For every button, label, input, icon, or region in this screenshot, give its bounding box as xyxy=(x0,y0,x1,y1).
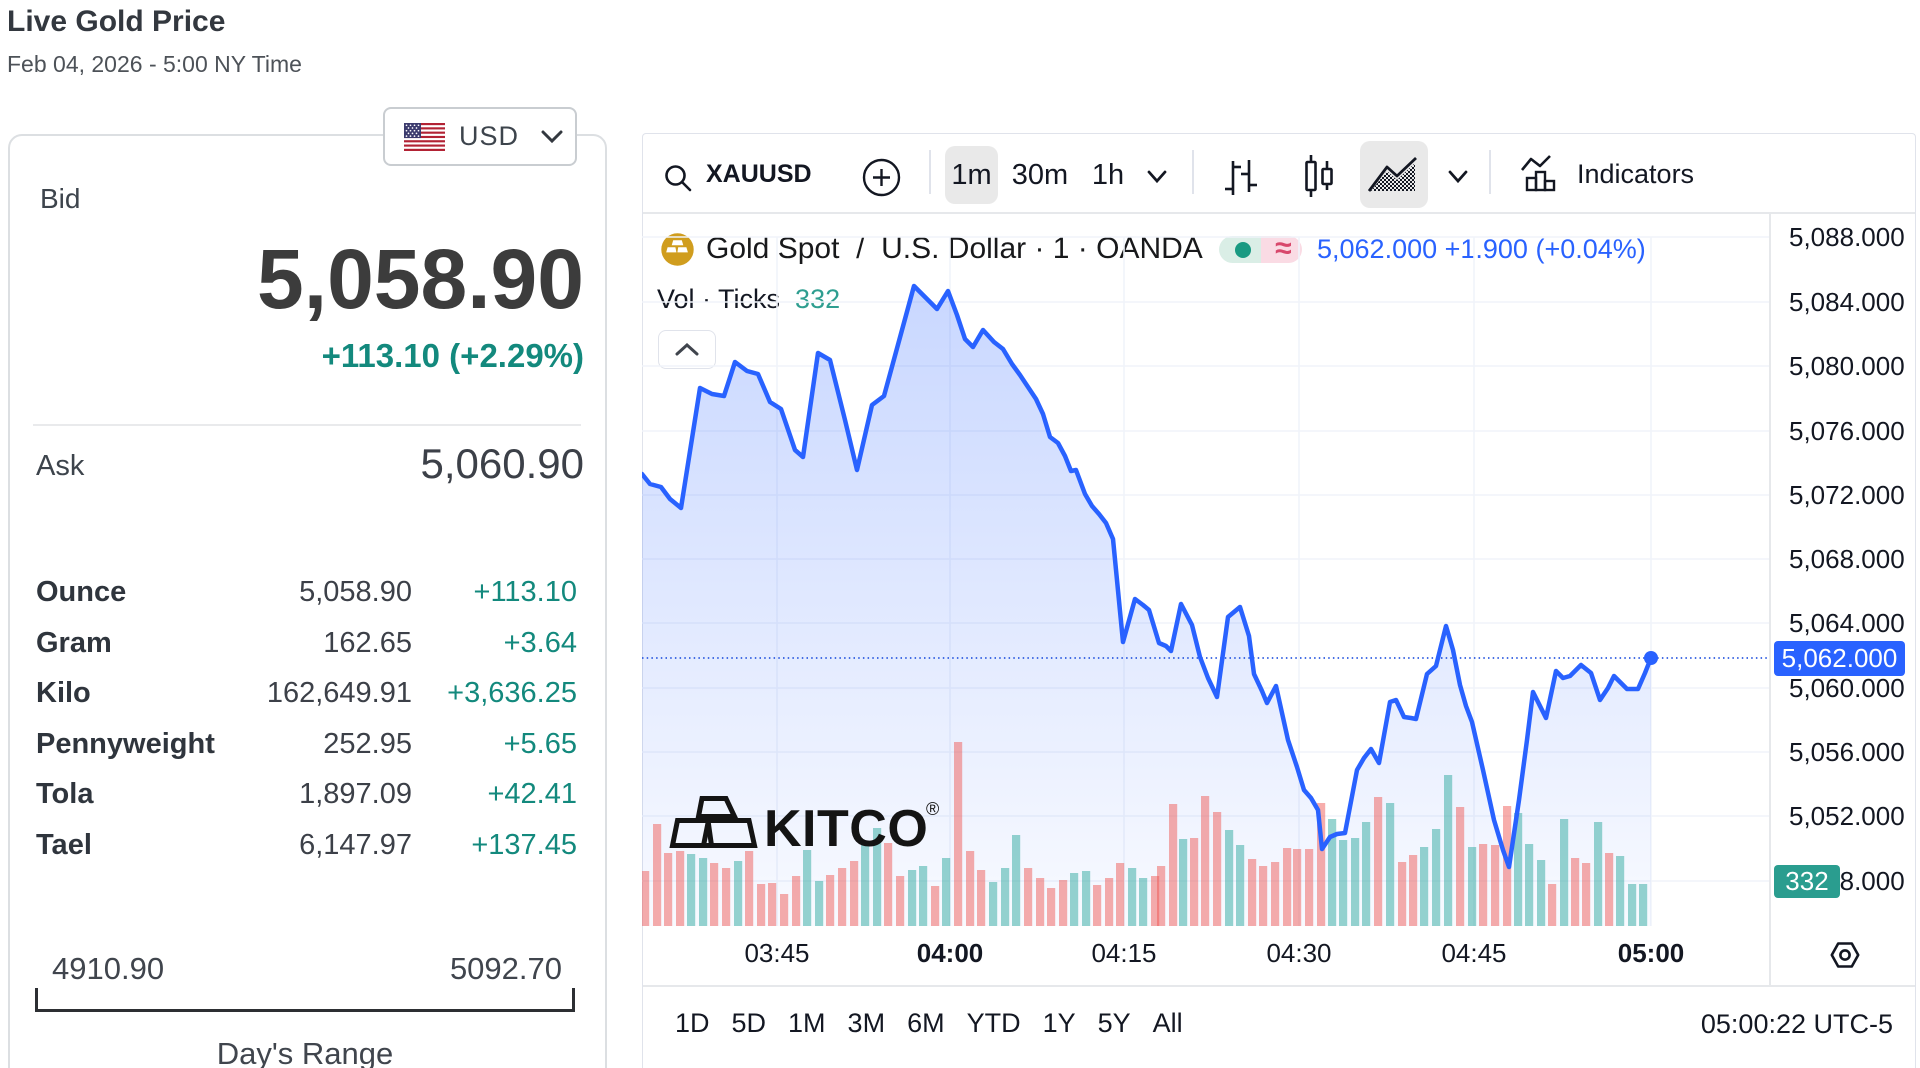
svg-text:KITCO: KITCO xyxy=(764,800,928,858)
svg-text:®: ® xyxy=(926,799,939,819)
